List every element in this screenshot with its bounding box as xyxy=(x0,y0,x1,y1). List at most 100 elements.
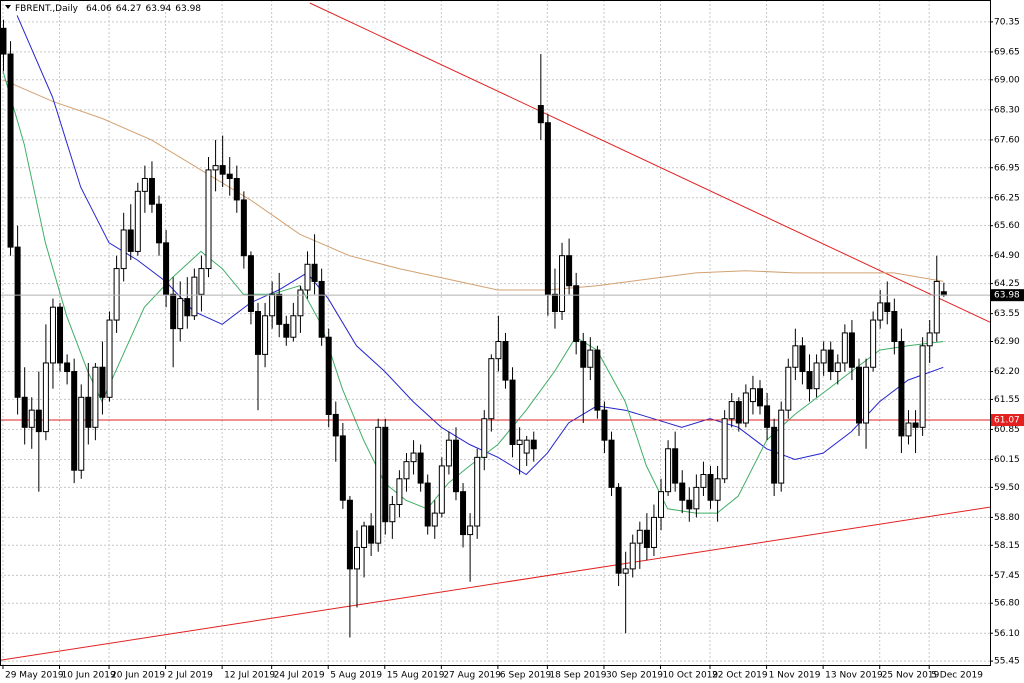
candle-body xyxy=(184,298,191,317)
plot-frame xyxy=(0,0,991,666)
candle-body xyxy=(877,302,884,321)
candle-body xyxy=(375,426,382,544)
candle-body xyxy=(728,401,735,420)
candle-body xyxy=(884,302,891,312)
y-tick-label: 66.95 xyxy=(994,163,1020,173)
candle-body xyxy=(318,280,325,338)
candle-body xyxy=(417,452,424,484)
candle-body xyxy=(848,332,855,368)
candle-body xyxy=(891,310,898,343)
header-close: 63.98 xyxy=(175,4,201,14)
y-tick-label: 69.65 xyxy=(994,47,1020,57)
candle-body xyxy=(0,27,7,55)
candle-body xyxy=(523,439,530,454)
y-tick-label: 62.90 xyxy=(994,337,1020,347)
candle-body xyxy=(226,173,233,179)
x-tick-label: 10 Jun 2019 xyxy=(62,671,116,681)
level-label-bg xyxy=(991,414,1024,427)
candle-body xyxy=(339,435,346,501)
candle-body xyxy=(601,409,608,441)
candle-body xyxy=(460,491,467,536)
x-tick-label: 2 Jul 2019 xyxy=(168,671,213,681)
x-tick-label: 20 Jun 2019 xyxy=(111,671,165,681)
trendline xyxy=(309,2,991,323)
candle-body xyxy=(49,306,56,364)
candle-body xyxy=(283,323,290,338)
candle-body xyxy=(686,499,693,510)
y-tick-label: 56.10 xyxy=(994,629,1020,639)
candle-body xyxy=(205,169,212,270)
y-tick-label: 57.45 xyxy=(994,571,1020,581)
candle-body xyxy=(679,482,686,501)
candle-body xyxy=(233,177,240,201)
candle-body xyxy=(247,255,254,312)
candle-body xyxy=(488,358,495,420)
y-tick-label: 64.25 xyxy=(994,279,1020,289)
y-tick-label: 69.00 xyxy=(994,75,1020,85)
candle-body xyxy=(650,516,657,548)
x-tick-label: 18 Sep 2019 xyxy=(549,671,606,681)
y-tick-label: 64.90 xyxy=(994,251,1020,261)
candle-body xyxy=(438,465,445,514)
candle-body xyxy=(92,366,99,428)
candle-body xyxy=(332,413,339,437)
candle-body xyxy=(813,362,820,390)
header-open: 64.06 xyxy=(86,4,112,14)
menu-arrow[interactable] xyxy=(5,5,11,9)
candle-body xyxy=(134,190,141,252)
candle-body xyxy=(353,546,360,570)
y-tick-label: 60.85 xyxy=(994,425,1020,435)
candle-body xyxy=(926,332,933,347)
candle-body xyxy=(700,474,707,488)
x-tick-label: 25 Nov 2019 xyxy=(882,671,940,681)
candle-body xyxy=(163,242,170,295)
candle-body xyxy=(629,542,636,570)
y-tick-label: 60.15 xyxy=(994,455,1020,465)
candle-body xyxy=(559,255,566,312)
candle-body xyxy=(544,122,551,295)
candle-body xyxy=(721,418,728,480)
candle-body xyxy=(21,396,28,428)
level-label: 61.07 xyxy=(994,416,1020,426)
candle-body xyxy=(855,366,862,424)
candle-body xyxy=(361,525,368,548)
moving-average xyxy=(2,79,944,291)
y-tick-label: 55.45 xyxy=(994,657,1020,667)
candle-body xyxy=(587,349,594,368)
candle-body xyxy=(551,293,558,312)
candle-body xyxy=(806,371,813,390)
y-tick-label: 59.50 xyxy=(994,483,1020,493)
x-tick-label: 6 Sep 2019 xyxy=(500,671,552,681)
candle-body xyxy=(431,512,438,527)
candle-body xyxy=(212,165,219,171)
candle-body xyxy=(693,486,700,510)
candle-body xyxy=(382,426,389,523)
candle-body xyxy=(530,439,537,450)
candle-body xyxy=(368,525,375,544)
y-tick-label: 58.15 xyxy=(994,541,1020,551)
candle-body xyxy=(820,349,827,364)
candle-body xyxy=(672,448,679,484)
plot-layer xyxy=(0,0,991,665)
candle-body xyxy=(64,362,71,373)
x-tick-label: 24 Jul 2019 xyxy=(274,671,325,681)
candle-body xyxy=(255,310,262,355)
candle-body xyxy=(240,199,247,257)
candle-body xyxy=(276,293,283,325)
candle-body xyxy=(940,291,947,296)
candle-body xyxy=(566,255,573,287)
candle-body xyxy=(311,263,318,282)
y-tick-label: 67.60 xyxy=(994,135,1020,145)
candle-body xyxy=(474,456,481,527)
symbol: FBRENT.,Daily xyxy=(15,4,79,14)
x-tick-label: 10 Oct 2019 xyxy=(663,671,719,681)
candle-body xyxy=(622,568,629,574)
candle-body xyxy=(764,405,771,428)
candle-body xyxy=(85,396,92,428)
candle-body xyxy=(325,336,332,415)
y-tick-label: 65.60 xyxy=(994,221,1020,231)
header-low: 63.94 xyxy=(145,4,171,14)
candle-body xyxy=(933,280,940,334)
candle-body xyxy=(396,478,403,506)
